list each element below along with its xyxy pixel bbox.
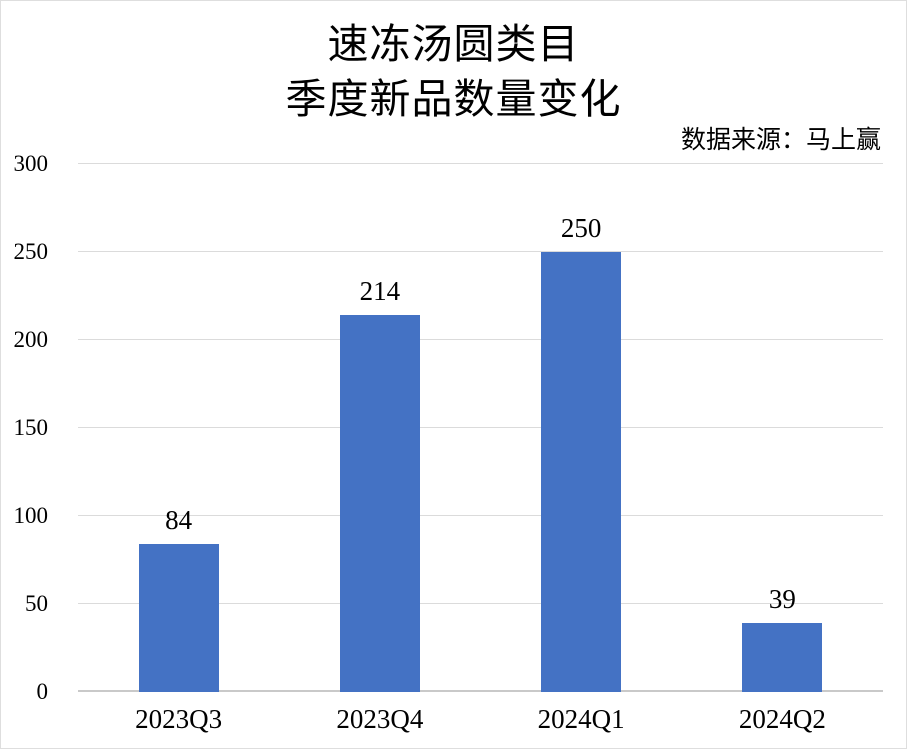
- gridline: [78, 163, 883, 164]
- data-source-label: 数据来源：马上赢: [680, 127, 881, 154]
- bar-value-label: 39: [768, 584, 796, 615]
- y-tick-label: 200: [13, 327, 49, 352]
- gridline: [78, 427, 883, 428]
- x-axis-label: 2023Q3: [135, 704, 223, 734]
- bar-2024Q2: [742, 623, 823, 692]
- x-axis-line: [78, 690, 883, 692]
- y-tick-label: 250: [13, 239, 49, 264]
- y-tick-label: 0: [36, 679, 49, 704]
- x-axis-label: 2024Q1: [537, 704, 625, 734]
- bar-2023Q4: [339, 315, 420, 692]
- y-tick-label: 300: [13, 151, 49, 176]
- chart-title: 速冻汤圆类目 季度新品数量变化: [1, 17, 906, 127]
- y-tick-label: 100: [13, 503, 49, 528]
- gridline: [78, 339, 883, 340]
- bar-2023Q3: [138, 544, 219, 692]
- gridline: [78, 251, 883, 252]
- bar-value-label: 84: [165, 505, 193, 536]
- plot-area: 84 214 250 39: [78, 163, 883, 692]
- bar-2024Q1: [541, 252, 622, 692]
- bar-value-label: 214: [359, 276, 401, 307]
- y-tick-label: 150: [13, 415, 49, 440]
- gridline: [78, 603, 883, 604]
- x-axis-label: 2024Q2: [738, 704, 826, 734]
- gridline: [78, 515, 883, 516]
- x-axis-label: 2023Q4: [336, 704, 424, 734]
- bar-value-label: 250: [560, 213, 602, 243]
- chart-title-line1: 速冻汤圆类目: [327, 21, 580, 67]
- y-tick-label: 50: [25, 591, 48, 616]
- chart-title-line2: 季度新品数量变化: [285, 76, 622, 122]
